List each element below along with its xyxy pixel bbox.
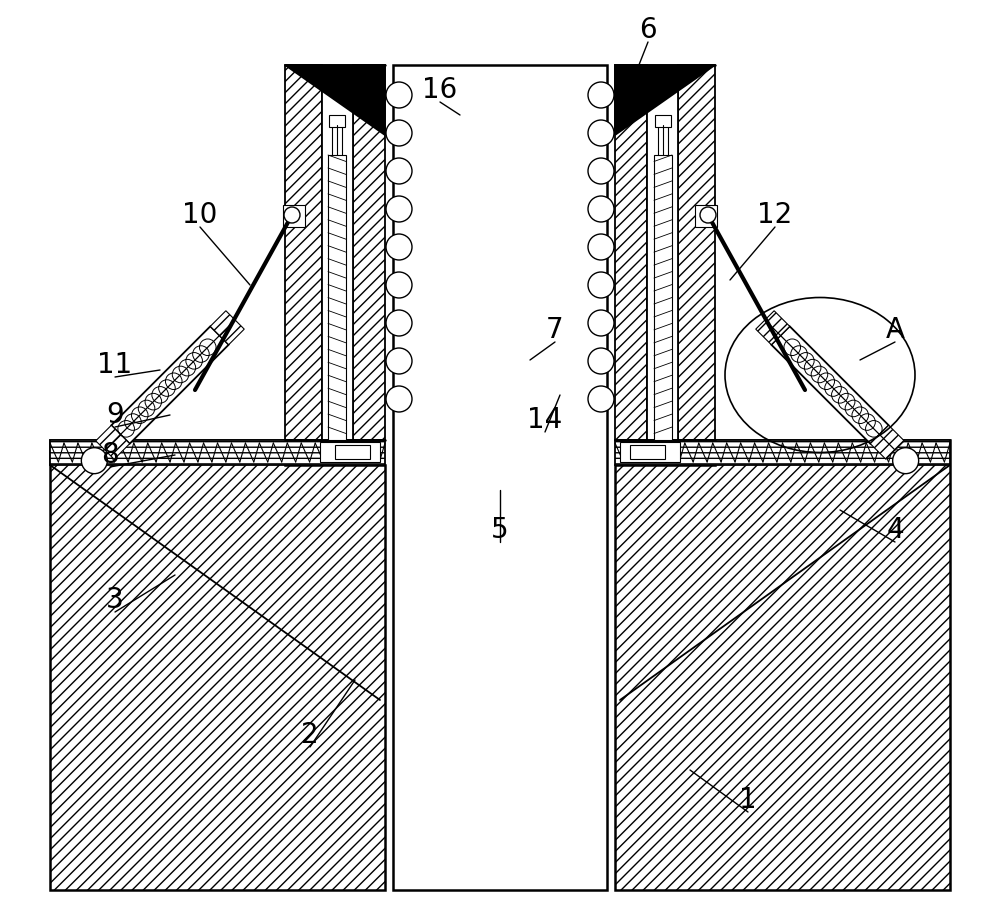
Circle shape bbox=[386, 196, 412, 222]
Circle shape bbox=[588, 234, 614, 260]
Text: 4: 4 bbox=[886, 516, 904, 544]
Polygon shape bbox=[756, 311, 790, 344]
Polygon shape bbox=[285, 65, 322, 440]
Circle shape bbox=[588, 82, 614, 108]
Text: A: A bbox=[886, 316, 904, 344]
Polygon shape bbox=[210, 311, 244, 344]
Circle shape bbox=[588, 196, 614, 222]
Polygon shape bbox=[655, 115, 671, 127]
Polygon shape bbox=[654, 155, 672, 440]
Polygon shape bbox=[329, 115, 345, 127]
Text: 8: 8 bbox=[101, 441, 119, 469]
Circle shape bbox=[386, 386, 412, 412]
Text: 10: 10 bbox=[182, 201, 218, 229]
Text: 9: 9 bbox=[106, 401, 124, 429]
Circle shape bbox=[81, 448, 107, 474]
Polygon shape bbox=[771, 326, 889, 443]
Circle shape bbox=[588, 386, 614, 412]
Polygon shape bbox=[678, 65, 715, 440]
Text: 1: 1 bbox=[739, 786, 757, 814]
Circle shape bbox=[588, 158, 614, 184]
Circle shape bbox=[386, 120, 412, 146]
Polygon shape bbox=[647, 65, 678, 440]
Text: 6: 6 bbox=[639, 16, 657, 44]
Circle shape bbox=[588, 348, 614, 374]
Polygon shape bbox=[393, 65, 607, 890]
Polygon shape bbox=[332, 125, 342, 160]
Circle shape bbox=[386, 272, 412, 298]
Polygon shape bbox=[870, 425, 904, 459]
Circle shape bbox=[386, 158, 412, 184]
Text: 14: 14 bbox=[527, 406, 563, 434]
Circle shape bbox=[588, 272, 614, 298]
Polygon shape bbox=[96, 425, 130, 459]
Text: 7: 7 bbox=[546, 316, 564, 344]
Polygon shape bbox=[283, 205, 305, 227]
Polygon shape bbox=[658, 125, 668, 160]
Polygon shape bbox=[615, 440, 950, 465]
Polygon shape bbox=[630, 445, 665, 459]
Polygon shape bbox=[335, 445, 370, 459]
Polygon shape bbox=[285, 65, 385, 135]
Circle shape bbox=[700, 207, 716, 223]
Circle shape bbox=[893, 448, 919, 474]
Polygon shape bbox=[615, 440, 950, 890]
Text: 12: 12 bbox=[757, 201, 793, 229]
Text: 3: 3 bbox=[106, 586, 124, 614]
Text: 11: 11 bbox=[97, 351, 133, 379]
Polygon shape bbox=[615, 65, 647, 440]
Polygon shape bbox=[615, 65, 715, 135]
Polygon shape bbox=[50, 440, 385, 465]
Circle shape bbox=[386, 82, 412, 108]
Circle shape bbox=[588, 120, 614, 146]
Polygon shape bbox=[50, 440, 385, 890]
Polygon shape bbox=[620, 442, 680, 462]
Polygon shape bbox=[353, 65, 385, 440]
Text: 2: 2 bbox=[301, 721, 319, 749]
Polygon shape bbox=[322, 65, 353, 440]
Text: 16: 16 bbox=[422, 76, 458, 104]
Circle shape bbox=[386, 348, 412, 374]
Circle shape bbox=[386, 234, 412, 260]
Polygon shape bbox=[320, 442, 380, 462]
Circle shape bbox=[284, 207, 300, 223]
Text: 5: 5 bbox=[491, 516, 509, 544]
Circle shape bbox=[386, 310, 412, 336]
Polygon shape bbox=[695, 205, 717, 227]
Polygon shape bbox=[328, 155, 346, 440]
Circle shape bbox=[588, 310, 614, 336]
Polygon shape bbox=[111, 326, 229, 443]
